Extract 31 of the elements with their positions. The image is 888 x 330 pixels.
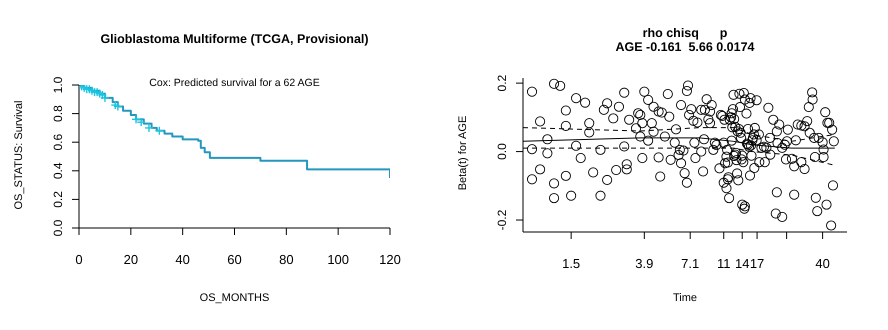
x-tick-label: 40	[815, 256, 830, 272]
y-tick-label: 0.8	[51, 104, 65, 122]
y-tick-label: 0.0	[51, 219, 65, 236]
chart-title: Glioblastoma Multiforme (TCGA, Provisional)	[99, 32, 370, 46]
y-tick-label: 1.0	[51, 76, 65, 94]
x-tick-label: 1.5	[562, 256, 580, 272]
annotation: Cox: Predicted survival for a 62 AGE	[148, 77, 321, 89]
x-tick-label: 100	[327, 252, 350, 268]
x-tick-label: 3.9	[635, 256, 654, 272]
x-tick-label: 17	[750, 256, 764, 272]
x-tick-label: 20	[124, 252, 138, 268]
x-tick-label: 80	[279, 252, 294, 268]
y-tick-label: 0.0	[495, 142, 509, 160]
x-tick-label: 14	[734, 256, 750, 272]
y-tick-label: -0.2	[495, 209, 509, 230]
x-tick-label: 120	[379, 252, 401, 268]
y-tick-label: 0.2	[51, 190, 65, 208]
y-tick-label: 0.6	[51, 134, 65, 151]
y-axis-title: Beta(t) for AGE	[457, 114, 469, 192]
x-tick-label: 7.1	[681, 256, 700, 272]
x-tick-label: 0	[75, 252, 83, 268]
x-axis-title: Time	[672, 292, 698, 304]
x-tick-label: 60	[227, 252, 242, 268]
y-axis-title: OS_STATUS: Survival	[13, 99, 25, 212]
y-tick-label: 0.2	[495, 74, 509, 92]
x-axis-title: OS_MONTHS	[198, 292, 270, 304]
x-tick-label: 40	[175, 252, 190, 268]
x-tick-label: 11	[716, 256, 730, 272]
chart-subtitle: AGE -0.161 5.66 0.0174	[614, 40, 756, 54]
y-tick-label: 0.4	[51, 162, 65, 180]
chart-title: rho chisq p	[642, 26, 728, 40]
